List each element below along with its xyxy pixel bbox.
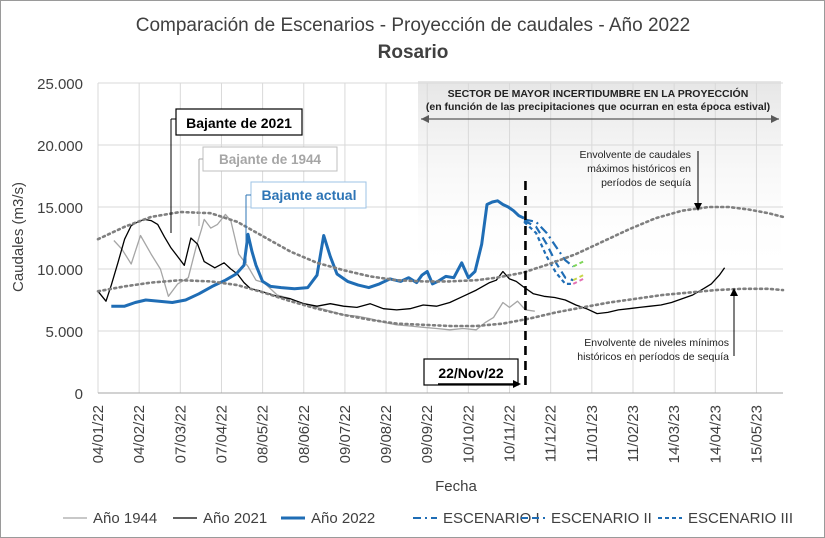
x-tick-label: 09/09/22 [419,405,436,463]
uncertainty-title: SECTOR DE MAYOR INCERTIDUMBRE EN LA PROY… [448,87,749,100]
x-tick-label: 08/05/22 [255,405,272,463]
scenario-tail [572,276,586,285]
x-tick-label: 10/11/22 [502,405,519,462]
x-axis-label: Fecha [435,478,477,495]
x-tick-label: 04/01/22 [90,405,107,463]
x-tick-label: 07/03/22 [172,405,189,463]
x-tick-label: 11/12/22 [543,405,560,462]
uncertainty-subtitle: (en función de las precipitaciones que o… [426,101,770,113]
x-tick-label: 08/06/22 [296,405,313,463]
chart-title: Comparación de Escenarios - Proyección d… [136,15,691,36]
env-max-label-1: Envolvente de caudales [580,149,692,161]
y-tick-labels: 0 5.000 10.000 15.000 20.000 25.000 [37,76,83,403]
legend-label: Año 1944 [93,510,157,527]
bajante-1944-label: Bajante de 1944 [219,152,322,167]
legend-label: ESCENARIO III [688,510,793,527]
x-tick-label: 11/01/23 [584,405,601,462]
legend-label: Año 2022 [311,510,375,527]
env-max-arrow-head [694,203,702,211]
date-marker-arrow-head [513,380,521,388]
series-a-o-2022 [111,199,525,308]
series-a-o-2021 [97,218,726,315]
x-tick-labels: 04/01/22 04/02/22 07/03/22 07/04/22 08/05/22… [90,405,765,463]
x-tick-label: 04/02/22 [131,405,148,463]
env-min-arrow-head [730,288,738,296]
x-tick-label: 14/04/23 [707,405,724,463]
env-min-label-1: Envolvente de niveles mínimos [584,337,729,349]
series-envolvente-m-ximos [96,205,785,283]
env-max-label-3: períodos de sequía [601,177,691,189]
series-escenario-i [523,218,574,268]
y-tick-label: 20.000 [37,138,83,155]
x-tick-label: 09/07/22 [337,405,354,463]
scenario-tail [572,259,586,268]
uncertainty-arrow-right-head [771,115,779,123]
x-tick-label: 10/10/22 [460,405,477,463]
y-tick-label: 5.000 [45,324,83,341]
x-tick-label: 11/02/23 [625,405,642,462]
x-tick-label: 09/08/22 [378,405,395,463]
series-escenario-ii [523,219,574,282]
series-envolvente-m-nimos [96,278,785,328]
x-tick-label: 15/05/23 [748,405,765,463]
env-min-label-2: históricos en períodos de sequía [577,351,729,363]
chart-subtitle: Rosario [378,42,449,63]
bajante-2021-box [175,108,303,136]
bajante-actual-label: Bajante actual [262,187,357,203]
y-tick-label: 15.000 [37,200,83,217]
uncertainty-arrow-left-head [421,115,429,123]
bajante-actual-box [250,181,367,209]
y-tick-label: 10.000 [37,262,83,279]
series-layer [96,199,785,331]
legend-label: Año 2021 [203,510,267,527]
x-tick-label: 07/04/22 [213,405,230,463]
legend-label: ESCENARIO I [443,510,540,527]
x-tick-label: 14/03/23 [666,405,683,463]
bajante-1944-box [202,146,338,172]
bajante-2021-label: Bajante de 2021 [186,115,292,131]
y-tick-label: 25.000 [37,76,83,93]
legend: Año 1944 Año 2021 Año 2022 ESCENARIO I ESCEN… [63,510,793,527]
env-max-label-2: máximos históricos en [587,163,691,175]
y-tick-label: 0 [75,386,83,403]
date-marker-label: 22/Nov/22 [438,365,504,381]
date-marker-box [423,358,519,386]
uncertainty-region [418,81,781,276]
y-axis-label: Caudales (m3/s) [10,182,27,292]
legend-label: ESCENARIO II [551,510,652,527]
scenario-tail [572,273,586,282]
